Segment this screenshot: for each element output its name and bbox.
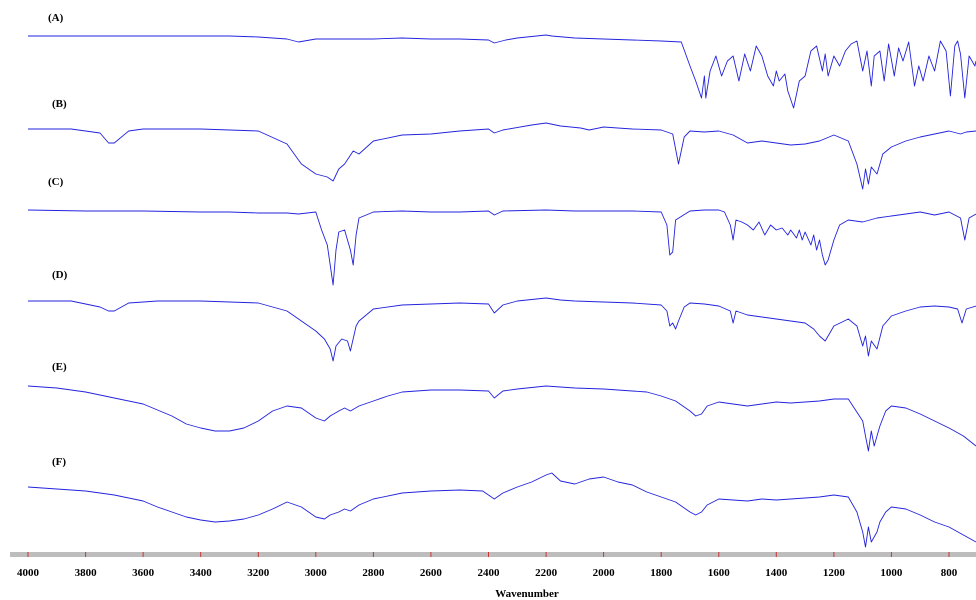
x-tick-label: 3600 — [132, 567, 155, 579]
x-tick-label: 3400 — [190, 567, 213, 579]
panel-label-b: (B) — [52, 98, 67, 110]
x-axis-title: Wavenumber — [495, 588, 559, 600]
x-tick-label: 1400 — [765, 567, 788, 579]
spectrum-line-b — [28, 122, 976, 190]
spectrum-line-f — [27, 472, 976, 548]
panel-label-c: (C) — [48, 176, 64, 188]
x-axis-ticks — [27, 552, 950, 557]
x-tick-label: 4000 — [17, 567, 40, 579]
x-tick-label: 2800 — [362, 567, 385, 579]
spectra-layer — [27, 34, 976, 548]
spectrum-line-e — [27, 385, 976, 452]
panel-label-f: (F) — [52, 456, 66, 468]
x-axis-tick-labels: 4000 3800 3600 3400 3200 3000 2800 2600 2400 2200… — [17, 567, 958, 579]
x-tick-label: 2000 — [593, 567, 616, 579]
x-tick-label: 2600 — [420, 567, 443, 579]
x-tick-label: 2400 — [478, 567, 501, 579]
x-tick-label: 3000 — [305, 567, 328, 579]
spectrum-line-c — [27, 209, 976, 286]
x-tick-label: 3200 — [247, 567, 270, 579]
spectrum-line-d — [28, 297, 976, 362]
panel-label-a: (A) — [48, 12, 64, 24]
x-tick-label: 1000 — [880, 567, 903, 579]
x-tick-label: 1200 — [823, 567, 846, 579]
panel-label-e: (E) — [52, 361, 67, 373]
x-tick-label: 800 — [941, 567, 958, 579]
panel-labels-layer: (A) (B) (C) (D) (E) (F) — [48, 12, 68, 468]
spectrum-line-a — [28, 34, 976, 109]
x-tick-label: 1600 — [708, 567, 731, 579]
x-tick-label: 2200 — [535, 567, 558, 579]
x-axis-bar — [10, 552, 976, 557]
x-tick-label: 1800 — [650, 567, 673, 579]
panel-label-d: (D) — [52, 269, 68, 281]
x-tick-label: 3800 — [75, 567, 98, 579]
